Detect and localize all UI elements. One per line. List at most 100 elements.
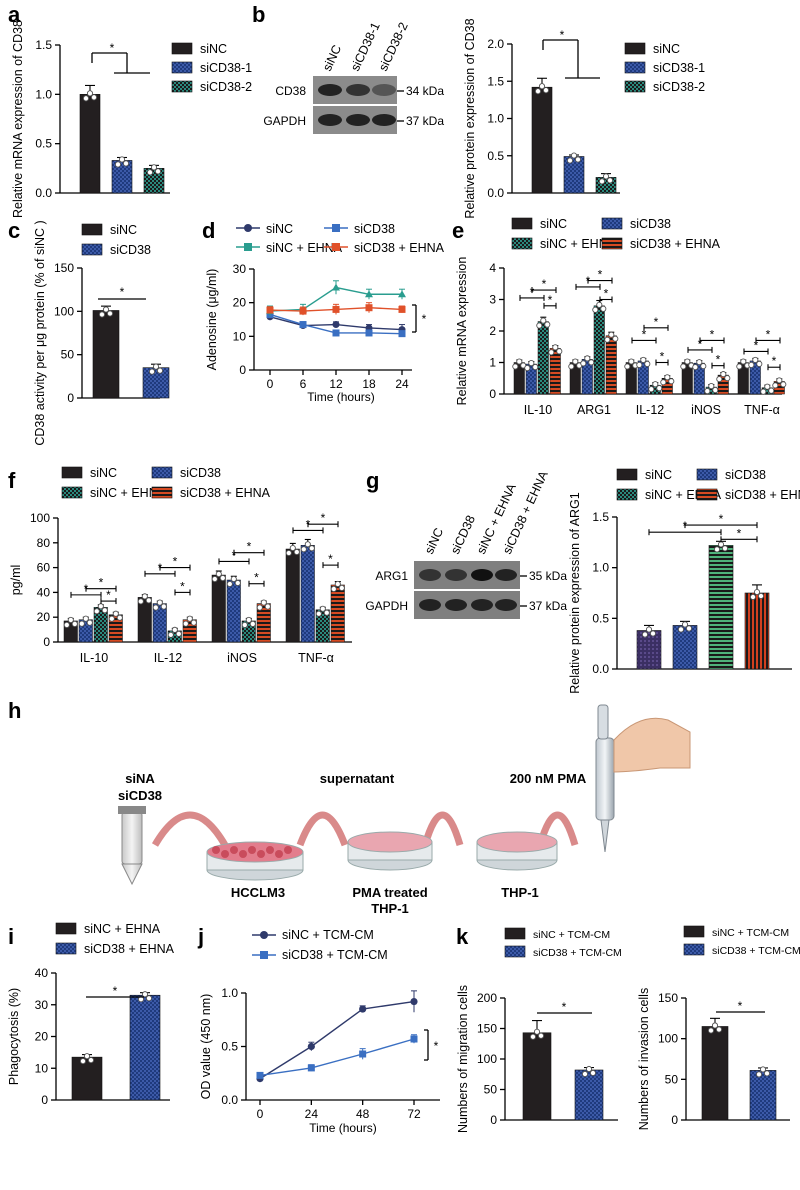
bar (537, 321, 549, 395)
legend: siNC siCD38 (81, 223, 151, 257)
panel-label: c (8, 218, 20, 243)
data-point (600, 305, 607, 312)
y-tick-label: 100 (54, 304, 74, 318)
data-point (156, 367, 164, 374)
legend-label: siCD38 + EHNA (630, 237, 721, 251)
legend-swatch (81, 243, 103, 256)
y-tick-label: 30 (35, 998, 49, 1012)
data-point (538, 83, 546, 90)
y-axis-label: Relative mRNA expression (455, 257, 469, 406)
y-tick-label: 20 (37, 610, 51, 624)
data-point (332, 321, 340, 329)
y-axis-label: Relative protein expression of ARG1 (568, 492, 582, 694)
data-point (772, 382, 779, 389)
significance-star: * (772, 354, 777, 368)
data-point (713, 546, 721, 553)
x-tick-label: 0 (257, 1107, 264, 1121)
legend-label: siCD38-2 (200, 80, 252, 94)
step-label: PMA treated (352, 885, 427, 900)
y-tick-label: 10 (233, 329, 247, 343)
blot-band (419, 599, 441, 611)
data-point (684, 358, 691, 365)
data-point (332, 283, 340, 291)
legend-marker (260, 951, 268, 959)
bar (71, 1056, 103, 1101)
data-point (293, 548, 300, 556)
data-point (230, 575, 237, 583)
data-point (692, 364, 699, 371)
significance-star: * (113, 984, 118, 998)
data-point (289, 544, 296, 552)
legend-swatch (624, 42, 646, 55)
x-tick-label: 6 (300, 377, 307, 391)
data-point (241, 621, 248, 628)
data-point (359, 1050, 367, 1058)
legend-swatch (171, 42, 193, 55)
data-point (552, 344, 559, 351)
y-tick-label: 0 (67, 391, 74, 405)
data-point (660, 379, 667, 386)
axis-k1: 0 50 100 150 200 Numbers of migration cells * (456, 985, 618, 1133)
data-point (776, 377, 783, 384)
pipette-icon (597, 704, 609, 740)
legend-label: siCD38 (725, 468, 766, 482)
y-tick-label: 0.5 (487, 149, 504, 163)
legend-label: siNC (653, 42, 680, 56)
legend-label: siCD38 + EHNA (84, 942, 175, 956)
y-tick-label: 20 (233, 296, 247, 310)
data-point (759, 1066, 767, 1073)
data-point (624, 363, 631, 370)
y-tick-label: 50 (665, 1072, 679, 1086)
data-point (299, 321, 307, 329)
data-point (512, 363, 519, 370)
panel-label: h (8, 698, 21, 723)
x-tick-label: 48 (356, 1107, 370, 1121)
bar (129, 994, 161, 1101)
data-point (152, 363, 160, 370)
panel-label: b (252, 2, 265, 27)
band-label: GAPDH (263, 114, 306, 128)
y-tick-label: 4 (489, 261, 496, 275)
arrow-icon (151, 811, 229, 847)
x-tick-label: 0 (267, 377, 274, 391)
y-tick-label: 0 (239, 363, 246, 377)
legend-marker (332, 224, 340, 232)
data-point (677, 626, 685, 633)
data-point (572, 358, 579, 365)
data-point (721, 545, 729, 552)
significance-star: * (254, 571, 259, 585)
data-point (598, 178, 606, 185)
blot-band (495, 569, 517, 581)
data-point (528, 360, 535, 367)
data-point (708, 383, 715, 390)
data-point (748, 361, 755, 368)
step-label: supernatant (320, 771, 395, 786)
y-tick-label: 2.0 (487, 37, 504, 51)
data-point (365, 290, 373, 298)
x-tick-label: 24 (395, 377, 409, 391)
data-point (592, 306, 599, 313)
data-point (645, 626, 653, 633)
data-point (266, 306, 274, 314)
legend-swatch (61, 466, 83, 479)
data-point (756, 360, 763, 367)
data-point (584, 355, 591, 362)
data-point (760, 388, 767, 395)
data-point (763, 1070, 771, 1077)
data-point (87, 1057, 95, 1064)
legend-label: siNC (110, 223, 137, 237)
y-tick-label: 0.0 (35, 186, 52, 200)
step-label: THP-1 (371, 901, 409, 916)
cell-icon (275, 850, 283, 858)
blot-band (419, 569, 441, 581)
legend-label: siCD38-1 (200, 61, 252, 75)
data-point (716, 376, 723, 383)
arrow-icon (296, 811, 349, 847)
data-point (112, 610, 119, 617)
data-point (652, 381, 659, 388)
data-point (656, 385, 663, 392)
y-tick-label: 1.5 (35, 38, 52, 52)
data-point (359, 1005, 367, 1013)
significance-star: * (328, 552, 333, 566)
